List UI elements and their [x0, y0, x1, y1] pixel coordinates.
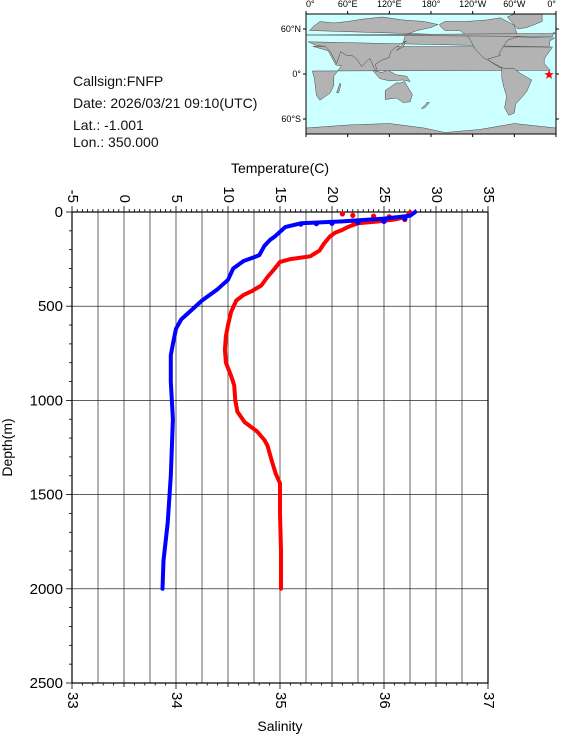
map-lat-label: 60°S	[281, 114, 301, 124]
salinity-data-point	[381, 218, 387, 224]
depth-axis-title: Depth(m)	[0, 418, 15, 476]
temperature-tick-label: 25	[376, 186, 393, 203]
temperature-tick-label: 0	[116, 195, 133, 203]
salinity-data-point	[402, 216, 408, 222]
salinity-tick-label: 33	[64, 692, 81, 709]
depth-tick-label: 1500	[30, 487, 63, 504]
station-marker	[544, 69, 554, 79]
map-landmass	[306, 31, 556, 37]
salinity-tick-label: 35	[272, 692, 289, 709]
salinity-axis-title: Salinity	[257, 718, 302, 734]
map-landmass	[420, 102, 431, 109]
map-landmass	[384, 81, 413, 103]
plot-frame	[71, 211, 489, 684]
salinity-data-point	[355, 219, 361, 225]
temperature-tick-label: 5	[168, 195, 185, 203]
depth-tick-label: 2500	[30, 675, 63, 692]
temperature-tick-label: 35	[480, 186, 497, 203]
map-landmass	[372, 69, 411, 82]
depth-tick-label: 0	[55, 204, 63, 221]
temperature-tick-label: -5	[64, 190, 81, 203]
salinity-tick-label: 37	[480, 692, 497, 709]
temperature-tick-label: 15	[272, 186, 289, 203]
map-lon-label: 120°W	[459, 0, 487, 9]
callsign-text: Callsign:FNFP	[73, 73, 164, 89]
temperature-data-point	[339, 211, 345, 217]
map-landmass	[336, 82, 341, 94]
depth-tick-label: 500	[38, 298, 63, 315]
salinity-data-point	[298, 221, 304, 227]
map-lat-label: 60°N	[281, 24, 301, 34]
temperature-axis-title: Temperature(C)	[231, 160, 329, 176]
map-lon-label: 180°	[422, 0, 441, 9]
temperature-tick-label: 20	[324, 186, 341, 203]
map-lon-label: 60°W	[503, 0, 526, 9]
map-landmass	[396, 40, 407, 52]
salinity-data-point	[329, 220, 335, 226]
map-landmass	[307, 16, 556, 74]
temperature-profile-line	[222, 210, 412, 591]
lon-text: Lon.: 350.000	[73, 134, 159, 150]
temperature-data-point	[350, 212, 356, 218]
map-lat-label: 0°	[292, 69, 301, 79]
salinity-tick-label: 34	[168, 692, 185, 709]
map-lon-label: 0°	[547, 0, 556, 9]
temperature-tick-label: 10	[220, 186, 237, 203]
depth-tick-label: 2000	[30, 581, 63, 598]
map-lon-label: 120°E	[377, 0, 402, 9]
salinity-tick-label: 36	[376, 692, 393, 709]
map-landmass	[501, 67, 533, 116]
temperature-tick-label: 30	[428, 186, 445, 203]
location-map: 0° 60°E 120°E 180° 120°W 60°W 0° 60°N 0° 60°S	[281, 0, 559, 137]
map-lon-label: 0°	[306, 0, 315, 9]
map-lon-label: 60°E	[338, 0, 358, 9]
lat-text: Lat.: -1.001	[73, 117, 144, 133]
salinity-data-point	[313, 221, 319, 227]
date-text: Date: 2026/03/21 09:10(UTC)	[73, 95, 258, 111]
salinity-profile-line	[160, 210, 418, 591]
depth-tick-label: 1000	[30, 392, 63, 409]
